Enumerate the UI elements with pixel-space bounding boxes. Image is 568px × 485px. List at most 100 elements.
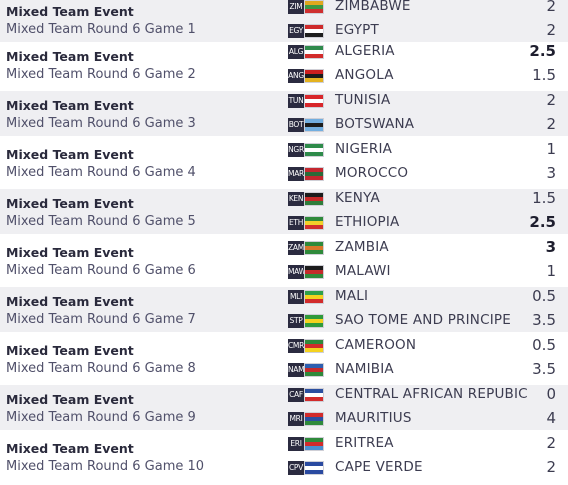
team-2: STP SAO TOME AND PRINCIPE 3.5: [288, 311, 568, 330]
country-code-badge: KEN: [288, 192, 304, 206]
team-score: 3.5: [532, 311, 556, 329]
team-name[interactable]: CENTRAL AFRICAN REPUBIC: [335, 386, 528, 402]
team-name[interactable]: MALAWI: [335, 263, 391, 279]
team-name[interactable]: NIGERIA: [335, 141, 393, 157]
flag-icon: [304, 461, 324, 475]
match-row[interactable]: Mixed Team Event Mixed Team Round 6 Game …: [0, 287, 568, 332]
team-score: 1.5: [532, 189, 556, 207]
country-code-badge: MAW: [288, 265, 304, 279]
round-name: Mixed Team Round 6 Game 1: [6, 22, 196, 37]
flag-icon: [304, 118, 324, 132]
team-name[interactable]: CAPE VERDE: [335, 459, 423, 475]
team-2: NAM NAMIBIA 3.5: [288, 360, 568, 379]
flag-icon: [304, 241, 324, 255]
team-name[interactable]: EGYPT: [335, 22, 379, 38]
flag-icon: [304, 412, 324, 426]
round-name: Mixed Team Round 6 Game 2: [6, 67, 196, 82]
match-row[interactable]: Mixed Team Event Mixed Team Round 6 Game …: [0, 189, 568, 234]
flag-icon: [304, 339, 324, 353]
event-name: Mixed Team Event: [6, 343, 134, 358]
team-name[interactable]: ZIMBABWE: [335, 0, 411, 14]
flag-icon: [304, 437, 324, 451]
country-code-badge: BOT: [288, 118, 304, 132]
match-row[interactable]: Mixed Team Event Mixed Team Round 6 Game …: [0, 0, 568, 42]
country-code-badge: ERI: [288, 437, 304, 451]
flag-icon: [304, 24, 324, 38]
team-name[interactable]: CAMEROON: [335, 337, 417, 353]
flag-icon: [304, 69, 324, 83]
team-score: 2: [546, 91, 556, 109]
team-1: CMR CAMEROON 0.5: [288, 336, 568, 355]
team-name[interactable]: BOTSWANA: [335, 116, 415, 132]
team-score: 1.5: [532, 66, 556, 84]
event-name: Mixed Team Event: [6, 49, 134, 64]
team-score: 0.5: [532, 336, 556, 354]
team-1: KEN KENYA 1.5: [288, 189, 568, 208]
team-score: 3.5: [532, 360, 556, 378]
team-name[interactable]: TUNISIA: [335, 92, 391, 108]
round-name: Mixed Team Round 6 Game 8: [6, 361, 196, 376]
team-2: ETH ETHIOPIA 2.5: [288, 213, 568, 232]
round-name: Mixed Team Round 6 Game 4: [6, 165, 196, 180]
flag-icon: [304, 388, 324, 402]
team-name[interactable]: SAO TOME AND PRINCIPE: [335, 312, 511, 328]
event-name: Mixed Team Event: [6, 98, 134, 113]
country-code-badge: CPV: [288, 461, 304, 475]
flag-icon: [304, 314, 324, 328]
team-2: MAR MOROCCO 3: [288, 164, 568, 183]
match-row[interactable]: Mixed Team Event Mixed Team Round 6 Game …: [0, 91, 568, 136]
match-row[interactable]: Mixed Team Event Mixed Team Round 6 Game …: [0, 434, 568, 479]
team-name[interactable]: ZAMBIA: [335, 239, 389, 255]
team-score: 4: [546, 409, 556, 427]
team-score: 3: [546, 164, 556, 182]
country-code-badge: CMR: [288, 339, 304, 353]
match-row[interactable]: Mixed Team Event Mixed Team Round 6 Game …: [0, 42, 568, 87]
country-code-badge: MRI: [288, 412, 304, 426]
event-name: Mixed Team Event: [6, 4, 134, 19]
flag-icon: [304, 192, 324, 206]
team-name[interactable]: NAMIBIA: [335, 361, 394, 377]
team-score: 3: [545, 238, 556, 256]
match-row[interactable]: Mixed Team Event Mixed Team Round 6 Game …: [0, 336, 568, 381]
team-1: ERI ERITREA 2: [288, 434, 568, 453]
team-name[interactable]: KENYA: [335, 190, 380, 206]
team-1: ZAM ZAMBIA 3: [288, 238, 568, 257]
team-score: 2.5: [529, 42, 556, 60]
country-code-badge: EGY: [288, 24, 304, 38]
country-code-badge: CAF: [288, 388, 304, 402]
team-score: 1: [546, 262, 556, 280]
match-row[interactable]: Mixed Team Event Mixed Team Round 6 Game …: [0, 385, 568, 430]
country-code-badge: ANG: [288, 69, 304, 83]
team-2: CPV CAPE VERDE 2: [288, 458, 568, 477]
team-name[interactable]: MOROCCO: [335, 165, 409, 181]
round-name: Mixed Team Round 6 Game 9: [6, 410, 196, 425]
team-2: MAW MALAWI 1: [288, 262, 568, 281]
team-score: 1: [546, 140, 556, 158]
team-score: 2: [546, 458, 556, 476]
team-1: TUN TUNISIA 2: [288, 91, 568, 110]
event-name: Mixed Team Event: [6, 196, 134, 211]
team-score: 0: [546, 385, 556, 403]
flag-icon: [304, 265, 324, 279]
round-name: Mixed Team Round 6 Game 6: [6, 263, 196, 278]
team-name[interactable]: ANGOLA: [335, 67, 394, 83]
match-row[interactable]: Mixed Team Event Mixed Team Round 6 Game …: [0, 140, 568, 185]
team-1: CAF CENTRAL AFRICAN REPUBIC 0: [288, 385, 568, 404]
flag-icon: [304, 0, 324, 14]
event-name: Mixed Team Event: [6, 392, 134, 407]
country-code-badge: ZIM: [288, 0, 304, 14]
team-name[interactable]: ALGERIA: [335, 43, 395, 59]
country-code-badge: STP: [288, 314, 304, 328]
country-code-badge: NAM: [288, 363, 304, 377]
team-name[interactable]: ETHIOPIA: [335, 214, 400, 230]
flag-icon: [304, 167, 324, 181]
team-name[interactable]: MAURITIUS: [335, 410, 412, 426]
round-name: Mixed Team Round 6 Game 3: [6, 116, 196, 131]
event-name: Mixed Team Event: [6, 245, 134, 260]
round-name: Mixed Team Round 6 Game 5: [6, 214, 196, 229]
match-row[interactable]: Mixed Team Event Mixed Team Round 6 Game …: [0, 238, 568, 283]
event-name: Mixed Team Event: [6, 147, 134, 162]
team-name[interactable]: MALI: [335, 288, 369, 304]
team-name[interactable]: ERITREA: [335, 435, 394, 451]
team-score: 2.5: [529, 213, 556, 231]
